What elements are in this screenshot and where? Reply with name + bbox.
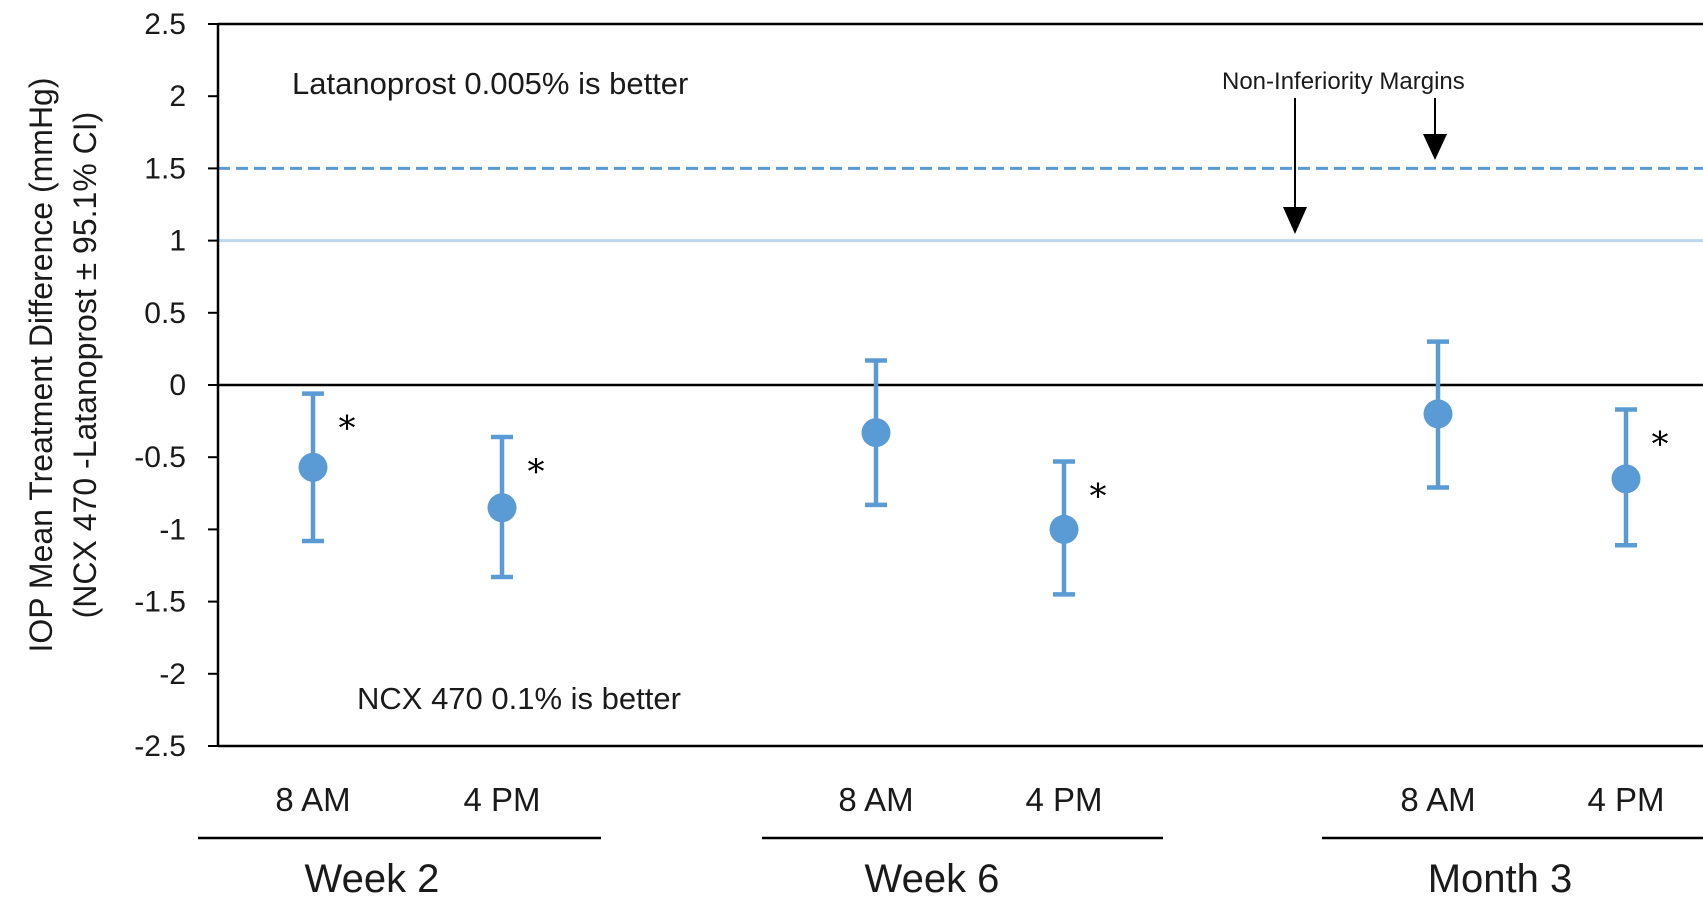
y-axis-title: IOP Mean Treatment Difference (mmHg) (NC… bbox=[23, 77, 103, 652]
significance-star: * bbox=[528, 452, 545, 492]
data-point bbox=[298, 452, 328, 482]
data-point bbox=[1611, 464, 1641, 494]
category-label: 4 PM bbox=[1025, 781, 1102, 818]
data-point bbox=[1423, 399, 1453, 429]
y-tick-label: 0 bbox=[169, 369, 186, 402]
significance-star: * bbox=[1090, 477, 1107, 517]
category-labels: 8 AM 4 PM 8 AM 4 PM 8 AM 4 PM bbox=[275, 781, 1664, 818]
y-tick-label: -2 bbox=[159, 658, 186, 691]
data-point bbox=[487, 493, 517, 523]
arrow-down-icon bbox=[1283, 98, 1307, 234]
error-bars bbox=[302, 339, 1637, 597]
group-labels: Week 2 Week 6 Month 3 bbox=[305, 857, 1573, 901]
y-axis-title-line2: (NCX 470 -Latanoprost ± 95.1% CI) bbox=[67, 112, 103, 619]
lower-region-annotation: NCX 470 0.1% is better bbox=[357, 681, 681, 716]
data-point bbox=[1049, 514, 1079, 544]
y-tick-label: 1.5 bbox=[144, 152, 186, 185]
y-tick-label: -1 bbox=[159, 513, 186, 546]
upper-region-annotation: Latanoprost 0.005% is better bbox=[292, 66, 688, 101]
margins-annotation: Non-Inferiority Margins bbox=[1222, 68, 1465, 95]
group-label: Week 6 bbox=[865, 857, 1000, 901]
y-axis-title-line1: IOP Mean Treatment Difference (mmHg) bbox=[23, 77, 59, 652]
category-label: 4 PM bbox=[1587, 781, 1664, 818]
y-tick-label: 2.5 bbox=[144, 8, 186, 41]
y-tick-label: 1 bbox=[169, 225, 186, 258]
significance-markers: * * * * bbox=[339, 409, 1669, 517]
category-label: 8 AM bbox=[1400, 781, 1475, 818]
data-point bbox=[861, 418, 891, 448]
reference-lines bbox=[218, 166, 1703, 387]
y-tick-label: -2.5 bbox=[134, 730, 186, 763]
category-label: 8 AM bbox=[275, 781, 350, 818]
significance-star: * bbox=[1652, 425, 1669, 465]
y-tick-label: 2 bbox=[169, 80, 186, 113]
arrow-down-icon bbox=[1423, 98, 1447, 160]
category-label: 4 PM bbox=[463, 781, 540, 818]
y-tick-label: -1.5 bbox=[134, 586, 186, 619]
annotations: Latanoprost 0.005% is better NCX 470 0.1… bbox=[292, 66, 1465, 716]
y-tick-label: 0.5 bbox=[144, 297, 186, 330]
group-label: Month 3 bbox=[1428, 857, 1573, 901]
category-label: 8 AM bbox=[838, 781, 913, 818]
y-tick-labels: 2.5 2 1.5 1 0.5 0 -0.5 -1 -1.5 -2 -2.5 bbox=[134, 8, 218, 763]
group-label: Week 2 bbox=[305, 857, 440, 901]
y-tick-label: -0.5 bbox=[134, 441, 186, 474]
data-points bbox=[298, 399, 1641, 544]
significance-star: * bbox=[339, 409, 356, 449]
